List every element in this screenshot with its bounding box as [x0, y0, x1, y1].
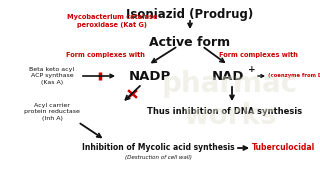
Text: NAD: NAD	[212, 69, 244, 82]
Text: (coenzyme from DHFR): (coenzyme from DHFR)	[268, 73, 320, 78]
Text: (Destruction of cell wall): (Destruction of cell wall)	[124, 154, 191, 159]
Text: Form complexes with: Form complexes with	[66, 52, 144, 58]
Text: Tuberculocidal: Tuberculocidal	[252, 143, 316, 152]
Text: +: +	[248, 66, 256, 75]
Text: Mycobacterium catalase
peroxidase (Kat G): Mycobacterium catalase peroxidase (Kat G…	[67, 14, 157, 28]
Text: Thus inhibition of DNA synthesis: Thus inhibition of DNA synthesis	[148, 107, 303, 116]
Text: Form complexes with: Form complexes with	[219, 52, 297, 58]
Text: Beta keto acyl
ACP synthase
(Kas A): Beta keto acyl ACP synthase (Kas A)	[29, 67, 75, 85]
Text: Isoniazid (Prodrug): Isoniazid (Prodrug)	[126, 8, 254, 21]
Text: Acyl carrier
protein reductase
(Inh A): Acyl carrier protein reductase (Inh A)	[24, 103, 80, 121]
Text: pharmac
works: pharmac works	[162, 70, 298, 130]
Text: Active form: Active form	[149, 36, 231, 49]
Text: Inhibition of Mycolic acid synthesis: Inhibition of Mycolic acid synthesis	[82, 143, 234, 152]
Text: NADP: NADP	[129, 69, 171, 82]
